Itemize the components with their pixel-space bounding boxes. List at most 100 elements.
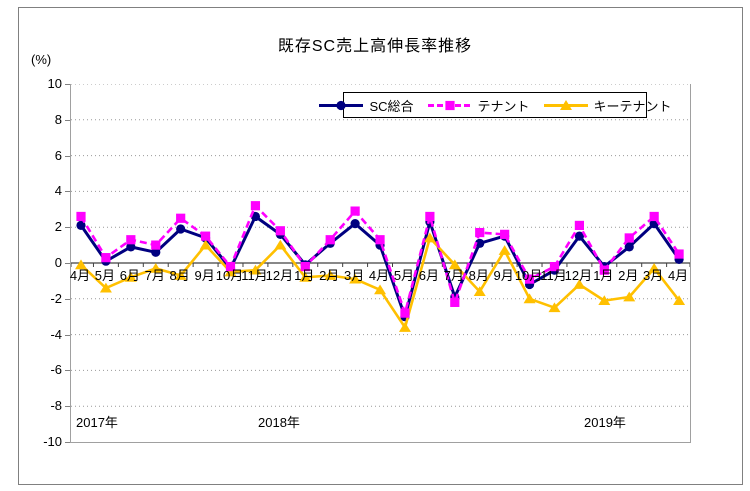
series-sc-total-line	[79, 215, 681, 319]
series-sc-total-point	[250, 211, 261, 222]
x-axis-month-label: 1月	[294, 268, 315, 283]
series-tenant-point	[425, 211, 435, 222]
x-axis-month-label: 4月	[667, 268, 689, 283]
y-axis-tick-mark	[65, 263, 70, 264]
y-axis-tick-mark	[65, 155, 70, 157]
series-tenant-point	[475, 227, 485, 238]
x-axis-month-label: 11月	[241, 268, 268, 283]
legend-entry-sc-total: SC総合	[318, 96, 414, 115]
y-axis-tick-label: -4	[50, 326, 62, 342]
y-axis-tick-mark	[65, 84, 70, 85]
series-tenant-point	[151, 240, 161, 250]
series-key-tenant-point	[274, 239, 287, 250]
series-tenant-point	[450, 297, 460, 307]
y-axis-tick-mark	[65, 227, 70, 229]
series-key-tenant-point	[548, 302, 561, 313]
series-sc-total-point	[350, 219, 360, 229]
y-axis-tick-mark	[65, 119, 70, 121]
y-axis-tick-label: 8	[54, 111, 62, 127]
series-tenant-point	[375, 235, 385, 245]
y-axis-tick-label: -2	[50, 290, 62, 306]
series-key-tenant-point	[423, 232, 436, 243]
series-tenant-point	[350, 206, 360, 216]
series-tenant-point	[500, 229, 510, 239]
x-axis-month-label: 9月	[493, 268, 514, 283]
series-tenant-point	[574, 220, 584, 231]
series-tenant-point	[201, 231, 211, 241]
series-key-tenant-point	[673, 295, 686, 305]
x-axis-month-label: 5月	[94, 268, 116, 283]
series-tenant-point	[176, 213, 186, 223]
y-axis-tick-label: 4	[54, 183, 62, 199]
y-axis-tick-label: -8	[50, 398, 62, 414]
y-axis-tick-label: 0	[54, 255, 62, 270]
y-axis-tick-mark	[65, 191, 70, 193]
x-axis-month-label: 7月	[443, 268, 464, 283]
x-axis-year-label: 2018年	[258, 415, 300, 430]
series-sc-total-point	[176, 224, 186, 234]
series-tenant-point	[76, 211, 86, 222]
legend-label-sc-total: SC総合	[369, 98, 414, 114]
series-key-tenant-point	[374, 284, 387, 295]
series-tenant-point	[624, 233, 634, 243]
series-sc-total-point	[624, 242, 634, 252]
x-axis-month-label: 4月	[368, 268, 390, 283]
series-tenant-point	[101, 253, 111, 263]
x-axis-month-label: 3月	[643, 268, 664, 283]
series-key-tenant-point	[623, 291, 636, 302]
series-sc-total-point	[475, 238, 485, 248]
legend-marker-tenant-icon	[427, 100, 472, 110]
y-axis-tick-label: 2	[54, 219, 62, 235]
x-axis-year-label: 2019年	[584, 415, 626, 430]
x-axis-month-label: 2月	[618, 268, 639, 283]
series-tenant-point	[275, 226, 285, 236]
series-sc-total-point	[649, 219, 659, 229]
plot-area	[70, 84, 691, 443]
y-axis-tick-mark	[65, 406, 70, 408]
y-axis-tick-mark	[65, 334, 70, 336]
y-axis-tick-label: 6	[54, 147, 62, 163]
series-sc-total-point	[500, 231, 510, 241]
series-sc-total-point	[101, 256, 111, 266]
series-tenant-point	[649, 211, 659, 222]
legend-label-tenant: テナント	[477, 98, 530, 114]
series-tenant-line	[79, 204, 681, 315]
series-key-tenant-point	[498, 245, 511, 255]
x-axis-month-label: 3月	[343, 268, 365, 283]
y-axis-tick-label: 10	[47, 76, 62, 91]
x-axis-month-label: 8月	[468, 268, 489, 283]
y-axis-tick-mark	[65, 370, 70, 372]
series-sc-total-point	[574, 231, 584, 241]
series-key-tenant-point	[523, 293, 536, 304]
y-axis-tick-label: -6	[50, 362, 62, 378]
legend-box: SC総合 テナント キーテナント	[319, 92, 672, 118]
series-tenant	[76, 201, 684, 318]
series-key-tenant-point	[473, 286, 486, 297]
x-axis-month-label: 6月	[418, 268, 439, 283]
y-axis-tick-mark	[65, 442, 70, 443]
y-axis-tick-label: -10	[43, 434, 62, 449]
chart-title: 既存SC売上高伸長率推移	[277, 38, 473, 55]
x-axis-month-label: 11月	[540, 268, 567, 283]
x-axis-month-label: 10月	[514, 268, 543, 283]
series-key-tenant-point	[99, 282, 112, 293]
series-key-tenant-point	[598, 295, 611, 305]
series-sc-total-point	[126, 242, 136, 252]
x-axis-month-label: 2月	[319, 268, 340, 283]
series-sc-total-point	[325, 238, 335, 248]
legend-entry-key-tenant: キーテナント	[543, 96, 672, 115]
series-sc-total-point	[425, 217, 435, 227]
series-tenant-point	[250, 201, 261, 211]
series-tenant-point	[325, 235, 335, 245]
legend-label-key-tenant: キーテナント	[593, 98, 672, 114]
series-tenant-point	[400, 308, 410, 318]
x-axis-month-label: 5月	[393, 268, 415, 283]
series-tenant-point	[674, 249, 684, 259]
series-key-tenant-point	[199, 239, 212, 250]
series-sc-total-point	[674, 254, 684, 265]
x-axis-year-label: 2017年	[76, 415, 118, 430]
series-sc-total-point	[375, 240, 385, 250]
series-key-tenant-point	[398, 322, 411, 332]
x-axis-month-label: 7月	[144, 268, 165, 283]
